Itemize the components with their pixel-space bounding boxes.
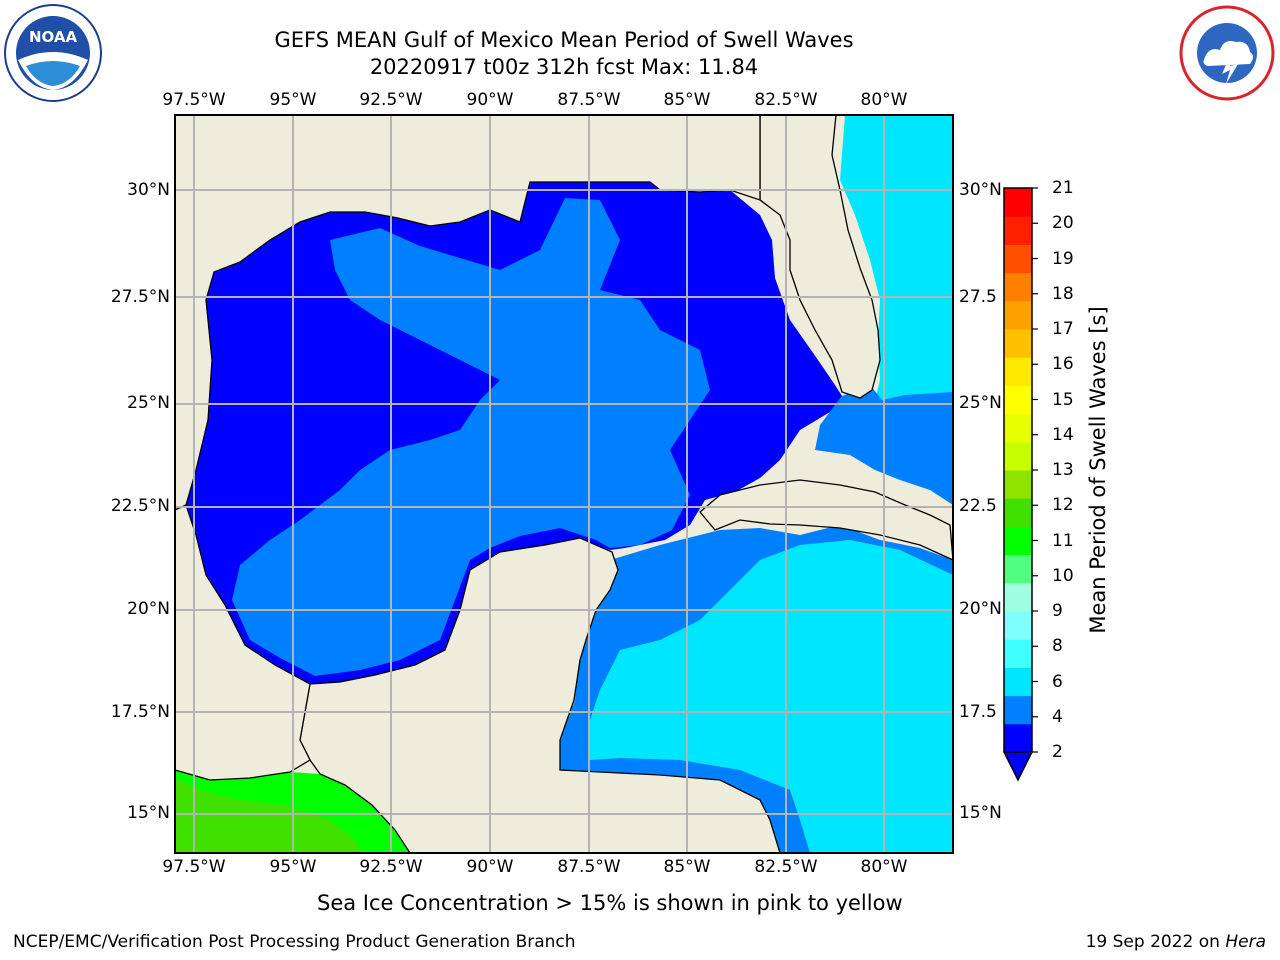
colorbar-tick-label: 9 [1052, 601, 1063, 621]
colorbar-segment [1004, 723, 1032, 753]
colorbar-segment [1004, 611, 1032, 640]
lat-label-right: 17.5 [959, 702, 997, 722]
footer-host: Hera [1225, 932, 1266, 952]
lon-label-top: 92.5°W [359, 90, 423, 110]
cuba-land [699, 479, 953, 561]
sea-ice-note: Sea Ice Concentration > 15% is shown in … [317, 891, 903, 915]
colorbar-tick-label: 2 [1052, 742, 1063, 762]
us-coast-land [175, 115, 761, 511]
atlantic-swell-region [840, 115, 953, 470]
colorbar-segment [1004, 441, 1032, 471]
colorbar [1002, 187, 1038, 782]
colorbar-segment [1004, 357, 1032, 386]
map-title: GEFS MEAN Gulf of Mexico Mean Period of … [274, 28, 854, 52]
map-frame [174, 114, 954, 854]
lon-label-top: 97.5°W [162, 90, 226, 110]
colorbar-segment [1004, 413, 1032, 443]
colorbar-tick-label: 11 [1052, 531, 1074, 551]
colorbar-label: Mean Period of Swell Waves [s] [1086, 306, 1110, 634]
map-subtitle: 20220917 t00z 312h fcst Max: 11.84 [369, 55, 759, 79]
colorbar-segment [1004, 216, 1032, 245]
colorbar-segment [1004, 329, 1032, 358]
colorbar-extend-min [1002, 751, 1034, 782]
lat-label-left: 15°N [127, 803, 170, 823]
lon-label-bottom: 87.5°W [557, 857, 621, 877]
map-gridlines [175, 115, 953, 853]
lat-label-right: 15°N [959, 803, 1002, 823]
lon-label-bottom: 80°W [860, 857, 908, 877]
colorbar-tick-label: 21 [1052, 178, 1074, 198]
lon-label-top: 90°W [466, 90, 514, 110]
colorbar-segment [1004, 498, 1032, 527]
lat-label-left: 20°N [127, 599, 170, 619]
lon-label-bottom: 95°W [269, 857, 317, 877]
lat-label-right: 27.5 [959, 287, 997, 307]
colorbar-tick-label: 12 [1052, 495, 1074, 515]
florida-land [759, 115, 881, 399]
nws-logo [1178, 4, 1276, 102]
colorbar-segment [1004, 582, 1032, 612]
colorbar-tick-label: 16 [1052, 354, 1074, 374]
colorbar-tick-label: 20 [1052, 213, 1074, 233]
colorbar-segment [1004, 385, 1032, 415]
colorbar-segment [1004, 244, 1032, 274]
footer-date: 19 Sep 2022 on Hera [1086, 932, 1266, 952]
footer-date-text: 19 Sep 2022 on [1085, 932, 1226, 952]
colorbar-segment [1004, 272, 1032, 302]
pacific-swell-lighter [175, 778, 362, 853]
colorbar-tick-label: 8 [1052, 636, 1063, 656]
lat-label-right: 30°N [959, 180, 1002, 200]
colorbar-tick-label: 18 [1052, 284, 1074, 304]
lon-label-top: 80°W [860, 90, 908, 110]
lat-label-left: 30°N [127, 180, 170, 200]
lon-label-top: 95°W [269, 90, 317, 110]
colorbar-segment [1004, 300, 1032, 330]
lon-label-top: 85°W [663, 90, 711, 110]
colorbar-segment [1004, 526, 1032, 556]
colorbar-tick-label: 4 [1052, 707, 1063, 727]
lon-label-bottom: 85°W [663, 857, 711, 877]
colorbar-segment [1004, 188, 1032, 217]
colorbar-tick-label: 17 [1052, 319, 1074, 339]
yucatan-land [299, 537, 781, 853]
lon-label-bottom: 97.5°W [162, 857, 226, 877]
colorbar-segment [1004, 695, 1032, 725]
footer-branch: NCEP/EMC/Verification Post Processing Pr… [13, 932, 576, 952]
gulf-swell-midband [232, 198, 710, 676]
lat-label-left: 25°N [127, 393, 170, 413]
colorbar-tick-label: 19 [1052, 249, 1074, 269]
colorbar-segment [1004, 470, 1032, 499]
lat-label-right: 20°N [959, 599, 1002, 619]
svg-text:NOAA: NOAA [29, 28, 78, 46]
lat-label-left: 17.5°N [110, 702, 170, 722]
lat-label-left: 22.5°N [110, 496, 170, 516]
lon-label-bottom: 92.5°W [359, 857, 423, 877]
lon-label-top: 82.5°W [754, 90, 818, 110]
lon-label-top: 87.5°W [557, 90, 621, 110]
lon-label-bottom: 90°W [466, 857, 514, 877]
colorbar-tick-label: 10 [1052, 566, 1074, 586]
colorbar-segment [1004, 639, 1032, 668]
colorbar-tick-label: 13 [1052, 460, 1074, 480]
colorbar-tick-label: 14 [1052, 425, 1074, 445]
lat-label-right: 22.5 [959, 496, 997, 516]
colorbar-segment [1004, 667, 1032, 697]
colorbar-tick-label: 15 [1052, 390, 1074, 410]
lat-label-left: 27.5°N [110, 287, 170, 307]
noaa-logo: NOAA [4, 4, 102, 102]
lat-label-right: 25°N [959, 393, 1002, 413]
colorbar-tick-label: 6 [1052, 672, 1063, 692]
lon-label-bottom: 82.5°W [754, 857, 818, 877]
colorbar-segment [1004, 554, 1032, 584]
caribbean-cyan-region [590, 540, 953, 853]
